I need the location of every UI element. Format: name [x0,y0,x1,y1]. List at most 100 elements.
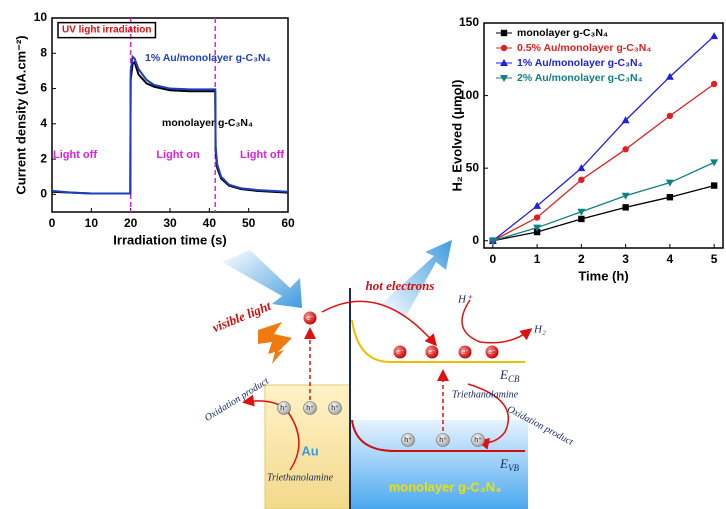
marker [533,228,541,236]
y-tick-label: 0 [40,187,47,201]
annotation: Light on [156,149,200,161]
marker [710,159,719,167]
legend-label: 0.5% Au/monolayer g-C₃N₄ [517,42,651,54]
marker [621,192,630,200]
marker [500,75,508,82]
x-tick-label: 10 [85,216,99,230]
marker [500,44,508,52]
y-tick-label: 8 [40,45,47,59]
hole [328,401,342,415]
label: E [499,456,508,471]
series-line [492,161,715,242]
hole-label: h⁺ [280,405,288,412]
x-tick-label: 3 [622,252,629,266]
marker [533,214,541,221]
marker [500,59,508,66]
legend-label: monolayer g-C₃N₄ [517,27,608,39]
hole-label: h⁺ [439,437,447,444]
series-line [492,35,715,242]
hole [436,433,450,447]
label: Triethanolamine [452,389,519,400]
electron [425,345,439,359]
hole-label: h⁺ [474,437,482,444]
label: ECB [499,367,520,384]
series-label: monolayer g-C₃N₄ [162,117,253,129]
label: VB [508,463,519,473]
label: monolayer g-C₃N₄ [389,479,502,494]
electron [303,311,317,325]
series-line [51,54,289,195]
label: H⁺ [457,294,473,306]
x-tick-label: 5 [711,252,718,266]
label: H₂ [533,324,546,336]
hole-label: h⁺ [331,405,339,412]
y-tick-label: 4 [40,116,47,130]
y-tick-label: 50 [466,160,480,174]
label: EVB [499,456,519,473]
electron-label: e⁻ [428,349,436,356]
y-tick-label: 10 [34,10,48,24]
marker [578,176,585,183]
y-axis-label: Current density (uA.cm⁻²) [13,35,28,194]
hole-label: h⁺ [306,405,314,412]
marker [622,204,629,211]
marker [710,182,718,189]
flow-arrow [222,250,302,308]
x-tick-label: 40 [203,216,217,230]
conduction-band [351,319,525,363]
electron [393,345,407,359]
electron-label: e⁻ [306,315,314,322]
y-tick-label: 100 [459,88,479,102]
marker [577,164,586,172]
marker [533,224,542,232]
marker [578,215,585,223]
marker [665,179,674,187]
marker [710,32,719,40]
y-tick-label: 0 [472,233,479,247]
hole-label: h⁺ [404,437,412,444]
label: E [499,367,508,382]
x-axis-label: Irradiation time (s) [113,232,226,247]
electron [485,345,499,359]
x-tick-label: 60 [281,216,295,230]
electron-label: e⁻ [396,349,404,356]
label: hot electrons [366,278,435,293]
annotation: Light off [53,149,97,161]
hole [303,401,317,415]
y-axis-label: H₂ Evolved (μmol) [449,80,464,192]
x-tick-label: 0 [49,216,56,230]
marker [665,72,674,80]
legend-label: 2% Au/monolayer g-C₃N₄ [517,72,643,84]
marker [533,201,542,209]
plot-frame [51,17,289,213]
hole [401,433,415,447]
marker [710,80,718,88]
annotation: Light off [240,149,284,161]
valence-band [351,419,525,452]
hole [277,401,291,415]
reduction-arrow [461,299,533,344]
marker [666,112,674,120]
x-axis-label: Time (h) [578,268,628,283]
x-tick-label: 4 [667,252,674,266]
flow-arrow [380,240,452,318]
x-tick-label: 30 [163,216,177,230]
annotation-box [57,21,157,39]
annotation: UV light irradiation [62,25,151,36]
particles: e⁻ e⁻ e⁻ e⁻ e⁻ h⁺ h⁺ h⁺ h⁺ h⁺ h⁺ [277,311,499,447]
x-tick-label: 0 [490,252,497,266]
y-tick-label: 6 [40,81,47,95]
x-tick-label: 20 [124,216,138,230]
label: CB [508,374,520,384]
x-tick-label: 2 [578,252,585,266]
series-label: 1% Au/monolayer g-C₃N₄ [145,52,271,64]
marker [621,116,630,124]
label: Triethanolamine [267,472,334,483]
oxidation-arrow [467,383,510,450]
y-tick-label: 150 [459,15,479,29]
electron [458,345,472,359]
marker [577,208,586,216]
series-line [492,184,715,242]
label: Au [301,443,318,458]
